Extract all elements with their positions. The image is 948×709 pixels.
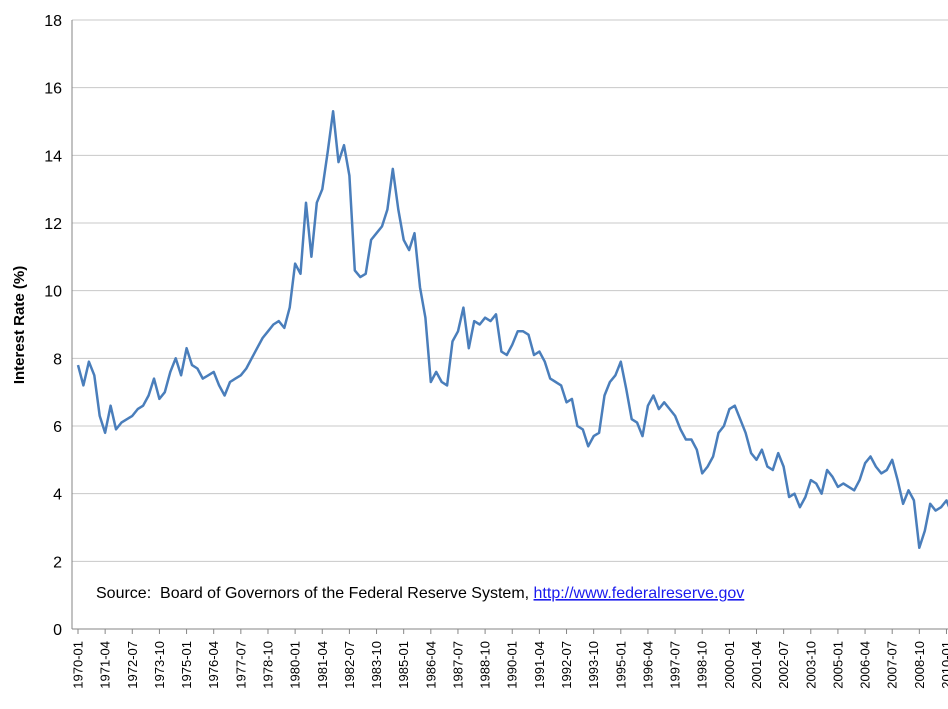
y-tick-label: 2 <box>53 554 62 571</box>
x-tick-label: 1971-04 <box>98 641 113 689</box>
y-tick-label: 16 <box>44 81 62 98</box>
x-tick-label: 2005-01 <box>830 641 845 689</box>
x-tick-label: 1972-07 <box>125 641 140 689</box>
x-tick-label: 2008-10 <box>912 641 927 689</box>
y-tick-labels: 0 2 4 6 8 10 12 14 16 18 <box>44 13 62 639</box>
series-line <box>76 110 948 550</box>
x-tick-label: 1970-01 <box>71 641 86 689</box>
x-tick-label: 1991-04 <box>532 641 547 689</box>
y-tick-label: 4 <box>53 487 62 504</box>
y-axis-label: Interest Rate (%) <box>11 266 28 384</box>
y-tick-label: 14 <box>44 148 62 165</box>
x-tick-label: 1987-07 <box>450 641 465 689</box>
x-tick-label: 1976-04 <box>206 641 221 689</box>
source-note-box <box>86 575 948 611</box>
x-tick-label: 1986-04 <box>423 641 438 689</box>
x-tick-label: 1978-10 <box>260 641 275 689</box>
y-tick-label: 6 <box>53 419 62 436</box>
x-tick-label: 1975-01 <box>179 641 194 689</box>
x-tick-label: 1990-01 <box>505 641 520 689</box>
x-tick-label: 1988-10 <box>478 641 493 689</box>
gridlines <box>71 19 948 630</box>
source-note: Source: Board of Governors of the Federa… <box>96 585 744 602</box>
x-tick-label: 2006-04 <box>858 641 873 689</box>
y-tick-label: 8 <box>53 351 62 368</box>
x-tick-label: 1985-01 <box>396 641 411 689</box>
x-tick-label: 2007-07 <box>885 641 900 689</box>
source-link[interactable]: http://www.federalreserve.gov <box>534 585 745 602</box>
x-tick-label: 1983-10 <box>369 641 384 689</box>
x-tick-label: 1996-04 <box>640 641 655 689</box>
x-tick-label: 1977-07 <box>233 641 248 689</box>
y-tick-label: 10 <box>44 284 62 301</box>
x-tick-label: 1998-10 <box>695 641 710 689</box>
x-tick-label: 2003-10 <box>803 641 818 689</box>
x-tick-label: 1997-07 <box>668 641 683 689</box>
x-tick-label: 1973-10 <box>152 641 167 689</box>
x-tick-label: 2002-07 <box>776 641 791 689</box>
x-tick-label: 2010-01 <box>939 641 948 689</box>
x-tick-label: 1982-07 <box>342 641 357 689</box>
source-note-text: Source: Board of Governors of the Federa… <box>96 585 534 602</box>
x-tick-label: 1980-01 <box>288 641 303 689</box>
x-tick-label: 1993-10 <box>586 641 601 689</box>
x-tick-label: 1992-07 <box>559 641 574 689</box>
y-tick-label: 12 <box>44 216 62 233</box>
y-tick-label: 0 <box>53 622 62 639</box>
y-tick-label: 18 <box>44 13 62 30</box>
x-tick-labels: 1970-01 1971-04 1972-07 1973-10 1975-01 1976-… <box>71 629 948 689</box>
x-tick-label: 1981-04 <box>315 641 330 689</box>
x-tick-label: 2001-04 <box>749 641 764 689</box>
x-tick-label: 1995-01 <box>613 641 628 689</box>
x-tick-label: 2000-01 <box>722 641 737 689</box>
